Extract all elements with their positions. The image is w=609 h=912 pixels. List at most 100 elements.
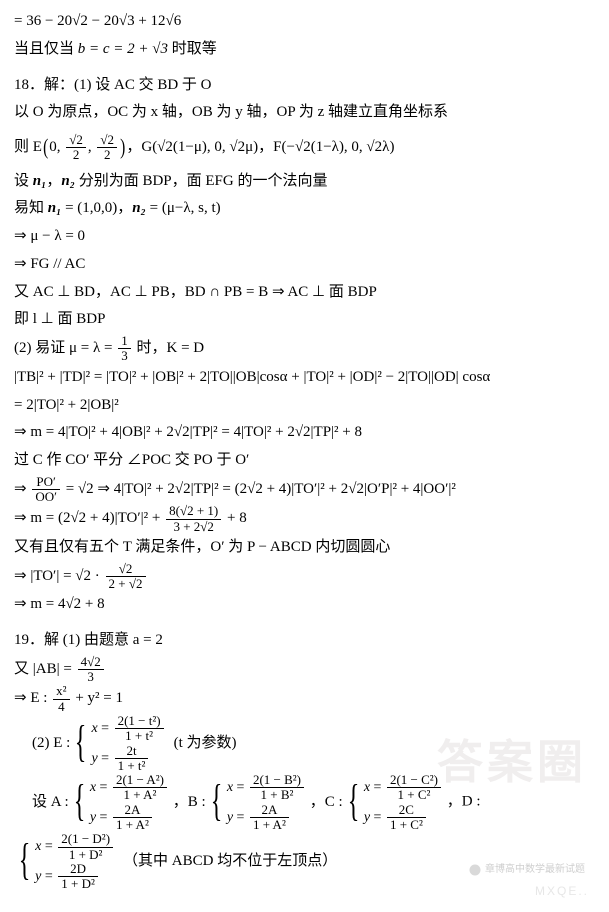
fraction: x²4 [53,684,69,714]
mxqe-mark: MXQE.. [535,884,589,898]
denom: 1 + t² [115,759,149,773]
p18-line: ⇒ μ − λ = 0 [14,223,595,251]
numer: 2D [58,862,98,877]
fraction: 2C1 + C² [387,803,426,833]
eq-residual-2: 当且仅当 b = c = 2 + √3 时取等 [14,36,595,64]
fraction: 13 [118,334,131,364]
denom: 2 [66,148,86,162]
eq-y: y = 2A1 + A² [227,803,306,833]
spacer [14,64,595,72]
fraction: √22 [66,133,86,163]
spacer [14,619,595,627]
numer: 4√2 [78,655,104,670]
text: ⇒ E : [14,691,51,707]
sep: ， [46,173,61,189]
p18-line: 即 l ⊥ 面 BDP [14,306,595,334]
numer: √2 [66,133,86,148]
fraction: 2(1 − t²)1 + t² [115,714,164,744]
p18-line: 易知 n₁ = (1,0,0)，n₂ = (μ−λ, s, t) [14,195,595,223]
text: 分别为面 BDP，面 EFG 的一个法向量 [75,173,328,189]
system-body: x = 2(1 − B²)1 + B² y = 2A1 + A² [227,773,306,832]
p18-2-line: = 2|TO|² + 2|OB|² [14,392,595,420]
text: + 8 [223,511,246,527]
denom: 1 + A² [250,818,289,832]
denom: 3 [118,349,131,363]
label: ，B : [173,789,206,817]
numer: 2(1 − A²) [113,773,167,788]
system: (2) E : { x = 2(1 − t²)1 + t² y = 2t1 + … [32,714,237,773]
numer: 2A [250,803,289,818]
label: 设 A : [32,789,69,817]
p19-2-E: (2) E : { x = 2(1 − t²)1 + t² y = 2t1 + … [14,714,595,773]
eq-x: x = 2(1 − C²)1 + C² [364,773,443,803]
p18-2-line: |TB|² + |TD|² = |TO|² + |OB|² + 2|TO||OB… [14,364,595,392]
system-body: x = 2(1 − t²)1 + t² y = 2t1 + t² [91,714,165,773]
note: (t 为参数) [174,730,237,758]
numer: √2 [106,562,146,577]
brace-icon: { [19,840,31,880]
numer: 8(√2 + 1) [166,504,221,519]
brace-icon: { [75,722,87,762]
numer: 2(1 − t²) [115,714,164,729]
denom: 1 + A² [113,788,167,802]
p19-line: 又 |AB| = 4√23 [14,655,595,685]
p18-header: 18．解：(1) 设 AC 交 BD 于 O [14,72,595,100]
p18-2-line: 过 C 作 CO′ 平分 ∠POC 交 PO 于 O′ [14,447,595,475]
denom: 2 [97,148,117,162]
vector-n1: n₁ [48,200,62,216]
fraction: 2A1 + A² [250,803,289,833]
numer: 2t [115,744,149,759]
p19-header: 19．解 (1) 由题意 a = 2 [14,627,595,655]
eq-residual-1: = 36 − 20√2 − 20√3 + 12√6 [14,8,595,36]
point-C: ，C : { x = 2(1 − C²)1 + C² y = 2C1 + C² [310,773,443,832]
p19-line: ⇒ E : x²4 + y² = 1 [14,684,595,714]
fraction: PO′OO′ [32,475,60,505]
label: ，C : [310,789,343,817]
brace-icon: { [210,781,222,821]
eq-x: x = 2(1 − D²)1 + D² [35,832,115,862]
numer: 2A [113,803,152,818]
p18-line: 设 n₁，n₂ 分别为面 BDP，面 EFG 的一个法向量 [14,168,595,196]
numer: √2 [97,133,117,148]
paren-r: ) [120,127,125,168]
system-body: x = 2(1 − A²)1 + A² y = 2A1 + A² [90,773,169,832]
text: ⇒ [14,481,30,497]
fraction: 2D1 + D² [58,862,98,892]
denom: 1 + A² [113,818,152,832]
eq-y: y = 2A1 + A² [90,803,169,833]
eq-x: x = 2(1 − t²)1 + t² [91,714,165,744]
p18-line: ⇒ FG // AC [14,251,595,279]
text: (2) 易证 μ = λ = [14,340,116,356]
paren-l: ( [43,127,48,168]
brace-icon: { [73,781,85,821]
denom: 1 + C² [387,818,426,832]
p19-points-ABC: 设 A : { x = 2(1 − A²)1 + A² y = 2A1 + A²… [14,773,595,832]
wechat-icon [469,864,481,876]
numer: x² [53,684,69,699]
label: (2) E : [32,730,70,758]
p18-2-line: (2) 易证 μ = λ = 13 时，K = D [14,334,595,364]
text: = √2 ⇒ 4|TO|² + 2√2|TP|² = (2√2 + 4)|TO′… [62,481,456,497]
denom: 1 + t² [115,729,164,743]
text: ，G(√2(1−μ), 0, √2μ)，F(−√2(1−λ), 0, √2λ) [126,139,394,155]
text: + y² = 1 [72,691,123,707]
fraction: 2(1 − B²)1 + B² [250,773,304,803]
numer: 2(1 − D²) [58,832,113,847]
text: 时取等 [168,41,217,57]
text: 又 |AB| = [14,661,76,677]
denom: 2 + √2 [106,577,146,591]
vector-n1: n₁ [33,173,47,189]
system-body: x = 2(1 − C²)1 + C² y = 2C1 + C² [364,773,443,832]
denom: OO′ [32,490,60,504]
point-A: 设 A : { x = 2(1 − A²)1 + A² y = 2A1 + A² [32,773,169,832]
denom: 1 + B² [250,788,304,802]
eq-y: y = 2t1 + t² [91,744,165,774]
numer: 2C [387,803,426,818]
numer: 1 [118,334,131,349]
denom: 4 [53,700,69,714]
source-mark: 章博高中数学最新试题 [469,860,585,876]
source-text: 章博高中数学最新试题 [485,864,585,875]
math-expr: b = c = 2 + √3 [78,41,168,57]
p18-2-line: ⇒ m = 4√2 + 8 [14,591,595,619]
text: 当且仅当 [14,41,78,57]
